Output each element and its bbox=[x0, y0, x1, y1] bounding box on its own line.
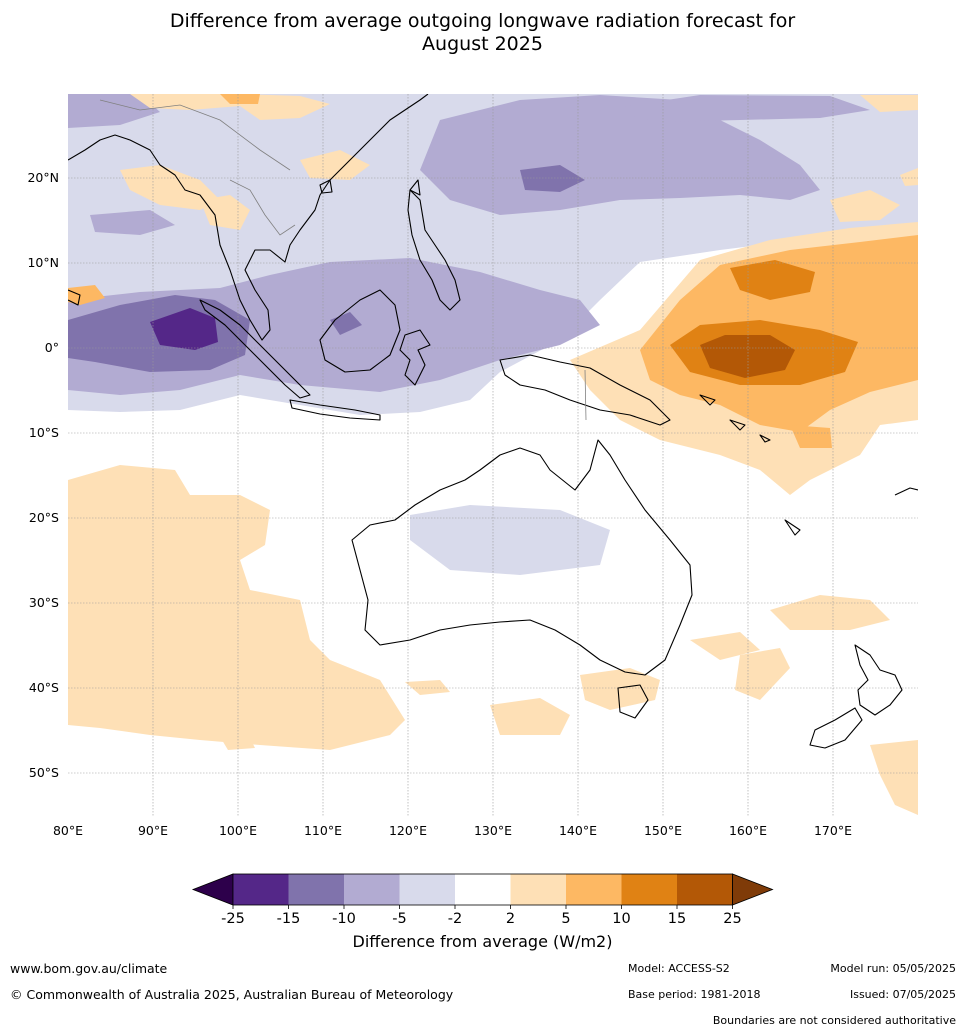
model-name: Model: ACCESS-S2 bbox=[628, 962, 730, 975]
colorbar-segment bbox=[510, 874, 566, 905]
graticule bbox=[68, 94, 918, 816]
colorbar-title: Difference from average (W/m2) bbox=[352, 932, 613, 951]
country-borders bbox=[99, 99, 587, 421]
longitude-tick-label: 80°E bbox=[53, 823, 83, 838]
asia-coast bbox=[68, 94, 429, 341]
latitude-tick-label: 20°N bbox=[27, 170, 59, 185]
longitude-tick-label: 170°E bbox=[814, 823, 852, 838]
colorbar-tick-label: 25 bbox=[723, 911, 741, 927]
colorbar-outline bbox=[232, 873, 733, 906]
colorbar-tick-label: 10 bbox=[612, 911, 630, 927]
colorbar-tick-label: -25 bbox=[221, 911, 245, 927]
new-guinea-coast bbox=[499, 354, 671, 426]
boundaries-disclaimer: Boundaries are not considered authoritat… bbox=[712, 1014, 956, 1027]
colorbar-segment bbox=[455, 874, 511, 905]
latitude-tick-label: 10°S bbox=[29, 425, 59, 440]
longitude-tick-label: 110°E bbox=[304, 823, 342, 838]
colorbar: -25 -15 -10 -5 -2 2 5 10 15 25 bbox=[191, 873, 774, 927]
sumatra-coast bbox=[199, 299, 311, 399]
borneo-coast bbox=[319, 289, 401, 373]
philippines-coast bbox=[407, 189, 461, 311]
model-run-date: Model run: 05/05/2025 bbox=[830, 962, 956, 975]
issued-date: Issued: 07/05/2025 bbox=[849, 988, 956, 1001]
colorbar-segment bbox=[288, 874, 344, 905]
title-line-1: Difference from average outgoing longwav… bbox=[169, 10, 796, 32]
colorbar-segment bbox=[677, 874, 733, 905]
colorbar-tick-label: 5 bbox=[561, 911, 570, 927]
java-coast bbox=[289, 399, 381, 421]
new-zealand-coast bbox=[809, 644, 903, 749]
colorbar-tick-label: -5 bbox=[392, 911, 406, 927]
colorbar-low-extend bbox=[191, 873, 234, 906]
copyright-text: © Commonwealth of Australia 2025, Austra… bbox=[10, 987, 454, 1002]
tasmania-coast bbox=[617, 684, 649, 719]
colorbar-tick-label: 15 bbox=[668, 911, 686, 927]
colorbar-segment bbox=[566, 874, 622, 905]
australia-coast bbox=[351, 439, 693, 676]
colorbar-segment bbox=[621, 874, 677, 905]
base-period: Base period: 1981-2018 bbox=[628, 988, 761, 1001]
latitude-tick-label: 40°S bbox=[29, 680, 59, 695]
longitude-tick-label: 100°E bbox=[219, 823, 257, 838]
latitude-tick-label: 50°S bbox=[29, 765, 59, 780]
colorbar-tick-label: 2 bbox=[506, 911, 515, 927]
latitude-labels: 20°N 10°N 0° 10°S 20°S 30°S 40°S 50°S bbox=[27, 170, 59, 780]
website-link[interactable]: www.bom.gov.au/climate bbox=[10, 961, 168, 976]
longitude-tick-label: 90°E bbox=[138, 823, 168, 838]
colorbar-tick-label: -15 bbox=[277, 911, 301, 927]
colorbar-high-extend bbox=[732, 873, 774, 906]
latitude-tick-label: 30°S bbox=[29, 595, 59, 610]
latitude-tick-label: 0° bbox=[45, 340, 59, 355]
longitude-tick-label: 150°E bbox=[644, 823, 682, 838]
map-title: Difference from average outgoing longwav… bbox=[0, 10, 965, 56]
latitude-tick-label: 10°N bbox=[27, 255, 59, 270]
sulawesi-coast bbox=[399, 329, 431, 386]
longitude-labels: 80°E 90°E 100°E 110°E 120°E 130°E 140°E 150°E 16… bbox=[53, 823, 852, 838]
latitude-tick-label: 20°S bbox=[29, 510, 59, 525]
colorbar-segment bbox=[399, 874, 455, 905]
title-line-2: August 2025 bbox=[422, 33, 543, 55]
colorbar-segment bbox=[344, 874, 400, 905]
longitude-tick-label: 120°E bbox=[389, 823, 427, 838]
colorbar-segment bbox=[233, 874, 289, 905]
longitude-tick-label: 140°E bbox=[559, 823, 597, 838]
longitude-tick-label: 130°E bbox=[474, 823, 512, 838]
colorbar-tick-label: -2 bbox=[448, 911, 462, 927]
colorbar-tick-label: -10 bbox=[332, 911, 356, 927]
coastlines bbox=[68, 94, 918, 749]
longitude-tick-label: 160°E bbox=[729, 823, 767, 838]
